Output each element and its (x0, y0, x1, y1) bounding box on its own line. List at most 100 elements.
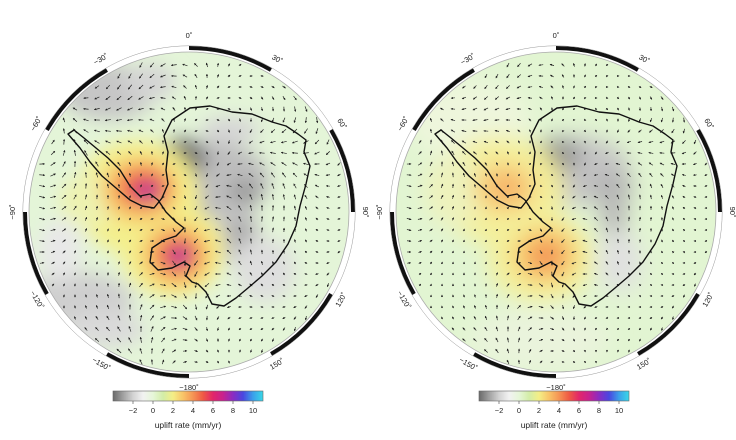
velocity-arrow (293, 95, 297, 101)
velocity-arrow (538, 63, 544, 67)
velocity-arrow (314, 139, 320, 145)
velocity-arrow (517, 185, 521, 188)
velocity-arrow (172, 238, 176, 244)
velocity-arrow (604, 173, 610, 177)
velocity-arrow (518, 140, 521, 144)
velocity-arrow (105, 140, 111, 144)
velocity-arrow (182, 74, 188, 78)
velocity-arrow (128, 206, 131, 210)
velocity-arrow (250, 349, 253, 353)
velocity-arrow (260, 227, 264, 233)
velocity-arrow (127, 140, 133, 144)
velocity-arrow (172, 151, 176, 155)
velocity-arrow (205, 85, 209, 89)
velocity-arrow (194, 84, 198, 89)
velocity-arrow (73, 205, 77, 211)
velocity-arrow (461, 107, 467, 111)
velocity-arrow (305, 228, 308, 232)
velocity-arrow (304, 250, 308, 254)
velocity-arrow (140, 314, 143, 321)
velocity-arrow (506, 184, 509, 188)
velocity-arrow (161, 359, 165, 365)
velocity-arrow (451, 316, 455, 320)
velocity-arrow (326, 218, 330, 221)
velocity-arrow (671, 262, 675, 265)
velocity-arrow (139, 239, 143, 243)
velocity-arrow (128, 195, 131, 199)
velocity-arrow (139, 228, 143, 232)
velocity-arrow (183, 141, 187, 144)
velocity-arrow (93, 108, 100, 111)
frame-segment (269, 68, 333, 132)
velocity-arrow (682, 251, 686, 254)
velocity-arrow (605, 272, 609, 276)
velocity-arrow (280, 151, 287, 154)
velocity-arrow (441, 316, 444, 320)
velocity-arrow (484, 217, 487, 221)
velocity-arrow (139, 347, 143, 354)
velocity-arrow (473, 85, 477, 89)
velocity-arrow (660, 96, 664, 100)
velocity-arrow (450, 118, 456, 122)
velocity-arrow (95, 327, 99, 331)
velocity-arrow (138, 84, 144, 90)
velocity-arrow (660, 173, 664, 177)
velocity-arrow (280, 140, 287, 144)
velocity-arrow (139, 62, 143, 68)
velocity-arrow (671, 305, 675, 309)
velocity-arrow (183, 184, 187, 188)
velocity-arrow (161, 118, 165, 122)
velocity-arrow (637, 140, 643, 144)
velocity-arrow (593, 206, 599, 210)
velocity-arrow (62, 250, 66, 254)
velocity-arrow (282, 272, 286, 276)
velocity-arrow (660, 305, 664, 308)
velocity-arrow (304, 239, 308, 243)
velocity-arrow (417, 173, 423, 177)
velocity-arrow (226, 272, 232, 276)
velocity-arrow (194, 173, 197, 177)
velocity-arrow (304, 117, 307, 124)
velocity-arrow (638, 227, 642, 232)
velocity-arrow (605, 327, 609, 330)
velocity-arrow (205, 151, 208, 155)
velocity-arrow (505, 129, 510, 133)
velocity-arrow (226, 206, 232, 210)
velocity-arrow (604, 184, 609, 188)
velocity-arrow (116, 140, 122, 144)
velocity-arrow (104, 119, 111, 122)
velocity-arrow (517, 326, 521, 332)
velocity-arrow (649, 172, 653, 178)
colorbar-tick-label: 8 (231, 406, 235, 415)
velocity-arrow (517, 315, 521, 321)
longitude-label: 90˚ (728, 207, 736, 218)
velocity-arrow (106, 239, 109, 243)
velocity-arrow (593, 195, 599, 199)
velocity-arrow (315, 294, 319, 298)
longitude-label: 60˚ (702, 117, 715, 131)
velocity-arrow (550, 141, 554, 144)
frame-segment (188, 352, 272, 378)
velocity-arrow (571, 251, 577, 254)
velocity-arrow (172, 360, 176, 364)
velocity-arrow (539, 206, 543, 210)
velocity-arrow (260, 183, 264, 189)
velocity-arrow (648, 141, 654, 144)
velocity-arrow (215, 284, 221, 287)
velocity-arrow (582, 250, 588, 253)
velocity-arrow (539, 272, 543, 276)
velocity-arrow (216, 316, 220, 320)
velocity-arrow (61, 194, 67, 200)
velocity-arrow (495, 195, 498, 199)
velocity-arrow (325, 151, 331, 155)
velocity-arrow (150, 139, 154, 144)
velocity-arrow (451, 161, 455, 167)
velocity-arrow (484, 96, 488, 100)
velocity-arrow (292, 128, 298, 134)
velocity-arrow (704, 162, 708, 166)
velocity-arrow (326, 261, 330, 264)
velocity-arrow (160, 305, 167, 309)
velocity-arrow (672, 206, 675, 210)
velocity-arrow (462, 206, 466, 210)
velocity-arrow (462, 316, 466, 320)
